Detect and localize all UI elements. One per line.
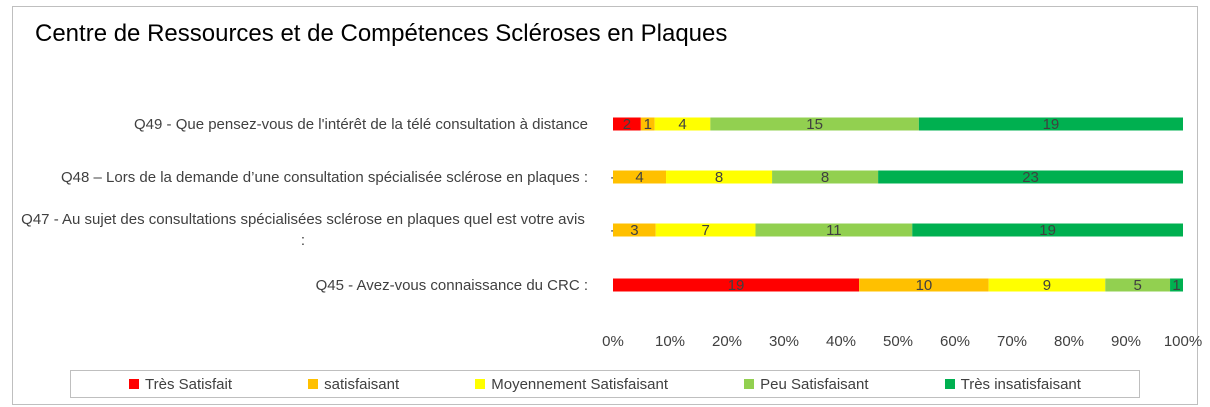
bar-segment	[710, 117, 919, 131]
data-label: 1	[644, 116, 652, 133]
bar-segment	[1170, 278, 1183, 292]
data-label: 11	[826, 222, 842, 239]
data-label: 10	[916, 277, 933, 294]
bar-segment	[878, 170, 1183, 184]
category-label: Q45 - Avez-vous connaissance du CRC :	[18, 260, 588, 310]
data-label: 2	[623, 116, 631, 133]
bar-segment	[640, 117, 655, 131]
data-label: 19	[1039, 222, 1056, 239]
legend-item: Moyennement Satisfaisant	[475, 376, 668, 393]
category-label: Q48 – Lors de la demande d’une consultat…	[18, 152, 588, 202]
data-label: 19	[1043, 116, 1060, 133]
legend-item: satisfaisant	[308, 376, 399, 393]
legend-item: Peu Satisfaisant	[744, 375, 869, 393]
x-tick-label: 70%	[997, 333, 1027, 350]
legend-swatch	[944, 379, 955, 389]
data-label: 8	[821, 169, 829, 186]
legend-item: Très insatisfaisant	[944, 375, 1081, 393]
bar-segment	[613, 170, 667, 184]
category-label: Q49 - Que pensez-vous de l'intérêt de la…	[18, 99, 588, 149]
legend-swatch	[744, 379, 755, 389]
data-label: 4	[635, 169, 643, 186]
bar-segment	[912, 223, 1183, 237]
x-tick-label: 80%	[1054, 333, 1084, 350]
category-label: Q47 - Au sujet des consultations spécial…	[18, 205, 588, 255]
x-tick-label: 30%	[769, 333, 799, 350]
bar-segment	[666, 170, 773, 184]
bar-segment	[655, 223, 756, 237]
chart-frame	[12, 6, 1198, 405]
data-label: 4	[678, 116, 686, 133]
bar-segment	[859, 278, 989, 292]
data-label: 1	[1172, 277, 1180, 294]
data-label: 9	[1043, 277, 1051, 294]
bar-segment	[613, 223, 656, 237]
legend-swatch	[129, 379, 140, 389]
bar-segment	[1105, 278, 1171, 292]
category-text: Q48 – Lors de la demande d’une consultat…	[60, 168, 588, 186]
legend-swatch	[475, 379, 486, 389]
bar-segment	[988, 278, 1106, 292]
legend: Très Satisfait satisfaisant Moyennement Sa…	[70, 370, 1140, 398]
legend-label: Très Satisfait	[145, 375, 233, 393]
bar-segment	[755, 223, 913, 237]
bar-segment	[613, 117, 641, 131]
x-tick-label: 100%	[1164, 333, 1202, 350]
chart-title: Centre de Ressources et de Compétences S…	[35, 20, 728, 47]
data-label: 8	[715, 169, 723, 186]
x-tick-label: 40%	[826, 333, 856, 350]
x-tick-label: 90%	[1111, 333, 1141, 350]
x-tick-label: 60%	[940, 333, 970, 350]
x-tick-label: 10%	[655, 333, 685, 350]
x-tick-label: 20%	[712, 333, 742, 350]
data-label: 19	[728, 277, 745, 294]
data-label: 5	[1133, 277, 1141, 294]
data-label: 23	[1022, 169, 1039, 186]
legend-label: satisfaisant	[324, 375, 400, 393]
bar-segment	[918, 117, 1183, 131]
bar-segment	[654, 117, 711, 131]
legend-item: Très Satisfait	[129, 376, 232, 393]
legend-label: Très insatisfaisant	[960, 375, 1081, 393]
data-label: 7	[701, 222, 709, 239]
data-label: 3	[630, 222, 638, 239]
legend-swatch	[308, 379, 319, 389]
category-text: Q45 - Avez-vous connaissance du CRC :	[315, 276, 588, 294]
bar-segment	[772, 170, 879, 184]
category-text: Q49 - Que pensez-vous de l'intérêt de la…	[134, 115, 588, 133]
category-text: Q47 - Au sujet des consultations spécial…	[21, 211, 585, 249]
legend-label: Moyennement Satisfaisant	[491, 375, 669, 393]
bar-segment	[613, 278, 860, 292]
x-tick-label: 50%	[883, 333, 913, 350]
data-label: 15	[806, 116, 823, 133]
legend-label: Peu Satisfaisant	[760, 375, 869, 393]
x-tick-label: 0%	[602, 333, 624, 350]
